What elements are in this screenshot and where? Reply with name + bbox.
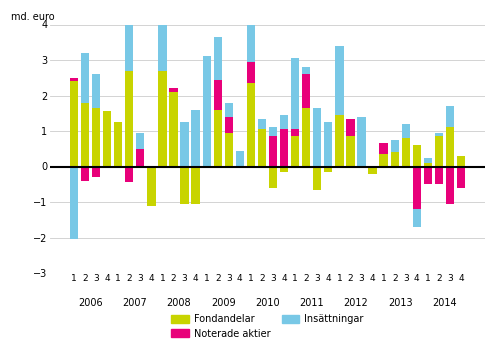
Bar [81,167,89,181]
Bar [457,167,465,188]
Bar [147,167,156,205]
Bar [358,117,366,167]
Text: 2014: 2014 [432,298,457,308]
Bar [368,167,376,174]
Bar [224,133,233,167]
Bar [324,167,332,172]
Bar [390,152,399,167]
Bar [170,92,177,167]
Bar [435,136,443,167]
Bar [302,67,310,74]
Bar [136,133,144,149]
Bar [424,158,432,163]
Bar [446,106,454,127]
Bar [202,56,211,167]
Bar [258,119,266,129]
Bar [446,167,454,204]
Bar [390,140,399,152]
Text: 2011: 2011 [300,298,324,308]
Legend: Fondandelar, Noterade aktier, Insättningar: Fondandelar, Noterade aktier, Insättning… [168,310,368,343]
Bar [346,119,354,136]
Bar [114,122,122,167]
Bar [81,103,89,167]
Bar [103,111,112,167]
Bar [402,138,410,167]
Bar [302,74,310,108]
Bar [247,62,255,83]
Bar [412,167,421,209]
Bar [313,108,322,167]
Text: md. euro: md. euro [11,12,54,22]
Bar [280,129,288,167]
Bar [158,1,166,71]
Bar [170,89,177,92]
Bar [324,122,332,167]
Text: 2009: 2009 [211,298,236,308]
Bar [136,149,144,167]
Bar [457,156,465,167]
Text: 2008: 2008 [166,298,192,308]
Bar [412,145,421,167]
Bar [70,81,78,167]
Bar [280,115,288,129]
Bar [280,167,288,172]
Bar [346,136,354,167]
Text: 2012: 2012 [344,298,368,308]
Text: 2010: 2010 [255,298,280,308]
Bar [336,46,344,115]
Bar [247,83,255,167]
Bar [236,150,244,167]
Bar [224,103,233,117]
Bar [247,21,255,62]
Bar [380,144,388,154]
Bar [158,71,166,167]
Bar [92,108,100,167]
Bar [214,79,222,110]
Bar [412,209,421,227]
Bar [180,167,188,204]
Bar [70,167,78,239]
Bar [192,110,200,167]
Bar [435,133,443,136]
Bar [380,154,388,167]
Text: 2013: 2013 [388,298,412,308]
Bar [424,163,432,167]
Bar [125,167,134,182]
Text: 2007: 2007 [122,298,147,308]
Text: 2006: 2006 [78,298,103,308]
Bar [446,127,454,167]
Bar [302,108,310,167]
Bar [291,58,300,129]
Bar [125,71,134,167]
Bar [291,136,300,167]
Bar [336,115,344,167]
Bar [180,122,188,167]
Bar [269,136,277,167]
Bar [402,124,410,138]
Bar [70,78,78,81]
Bar [214,110,222,167]
Bar [258,129,266,167]
Bar [214,37,222,79]
Bar [291,129,300,136]
Bar [269,167,277,188]
Bar [435,167,443,184]
Bar [269,127,277,136]
Bar [92,74,100,108]
Bar [313,167,322,190]
Bar [125,12,134,71]
Bar [192,167,200,204]
Bar [424,167,432,184]
Bar [92,167,100,177]
Bar [81,53,89,103]
Bar [224,117,233,133]
